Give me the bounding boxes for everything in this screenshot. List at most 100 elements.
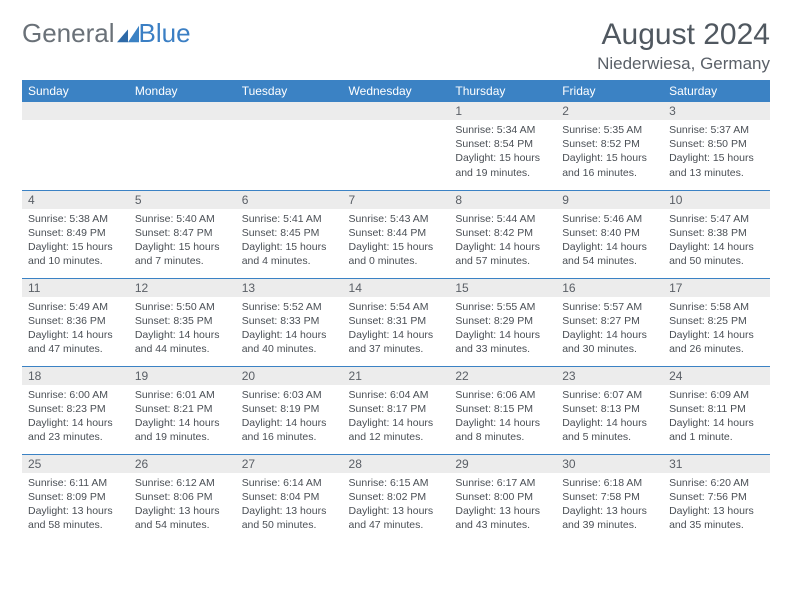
- sunset-text: Sunset: 8:40 PM: [562, 226, 657, 240]
- sunset-text: Sunset: 8:21 PM: [135, 402, 230, 416]
- calendar-day-cell: 25Sunrise: 6:11 AMSunset: 8:09 PMDayligh…: [22, 454, 129, 542]
- calendar-week-row: 4Sunrise: 5:38 AMSunset: 8:49 PMDaylight…: [22, 190, 770, 278]
- day-number: 1: [449, 102, 556, 120]
- sunset-text: Sunset: 8:27 PM: [562, 314, 657, 328]
- sunset-text: Sunset: 8:23 PM: [28, 402, 123, 416]
- sunrise-text: Sunrise: 6:03 AM: [242, 388, 337, 402]
- sunset-text: Sunset: 8:09 PM: [28, 490, 123, 504]
- calendar-week-row: 1Sunrise: 5:34 AMSunset: 8:54 PMDaylight…: [22, 102, 770, 190]
- day-details: Sunrise: 5:44 AMSunset: 8:42 PMDaylight:…: [449, 209, 556, 273]
- daylight-text: and 19 minutes.: [455, 166, 550, 180]
- sunset-text: Sunset: 8:19 PM: [242, 402, 337, 416]
- daylight-text: and 19 minutes.: [135, 430, 230, 444]
- day-details: Sunrise: 5:38 AMSunset: 8:49 PMDaylight:…: [22, 209, 129, 273]
- daylight-text: Daylight: 14 hours: [669, 240, 764, 254]
- calendar-day-cell: 16Sunrise: 5:57 AMSunset: 8:27 PMDayligh…: [556, 278, 663, 366]
- sunset-text: Sunset: 8:02 PM: [349, 490, 444, 504]
- day-details: Sunrise: 6:18 AMSunset: 7:58 PMDaylight:…: [556, 473, 663, 537]
- calendar-day-cell: 4Sunrise: 5:38 AMSunset: 8:49 PMDaylight…: [22, 190, 129, 278]
- sunset-text: Sunset: 7:56 PM: [669, 490, 764, 504]
- day-number: 11: [22, 279, 129, 297]
- sunrise-text: Sunrise: 5:40 AM: [135, 212, 230, 226]
- daylight-text: Daylight: 13 hours: [28, 504, 123, 518]
- location-label: Niederwiesa, Germany: [597, 54, 770, 74]
- sunrise-text: Sunrise: 5:52 AM: [242, 300, 337, 314]
- calendar-day-cell: 20Sunrise: 6:03 AMSunset: 8:19 PMDayligh…: [236, 366, 343, 454]
- day-details: Sunrise: 6:00 AMSunset: 8:23 PMDaylight:…: [22, 385, 129, 449]
- day-number: 30: [556, 455, 663, 473]
- day-details: Sunrise: 6:12 AMSunset: 8:06 PMDaylight:…: [129, 473, 236, 537]
- daylight-text: Daylight: 14 hours: [349, 416, 444, 430]
- month-title: August 2024: [597, 18, 770, 52]
- day-number: 26: [129, 455, 236, 473]
- day-details: Sunrise: 6:03 AMSunset: 8:19 PMDaylight:…: [236, 385, 343, 449]
- sunrise-text: Sunrise: 6:18 AM: [562, 476, 657, 490]
- sunrise-text: Sunrise: 6:01 AM: [135, 388, 230, 402]
- daylight-text: and 47 minutes.: [28, 342, 123, 356]
- daylight-text: Daylight: 14 hours: [562, 416, 657, 430]
- sunset-text: Sunset: 8:42 PM: [455, 226, 550, 240]
- day-number: [22, 102, 129, 120]
- day-details: Sunrise: 6:17 AMSunset: 8:00 PMDaylight:…: [449, 473, 556, 537]
- day-details: Sunrise: 5:35 AMSunset: 8:52 PMDaylight:…: [556, 120, 663, 184]
- calendar-week-row: 11Sunrise: 5:49 AMSunset: 8:36 PMDayligh…: [22, 278, 770, 366]
- calendar-day-cell: 8Sunrise: 5:44 AMSunset: 8:42 PMDaylight…: [449, 190, 556, 278]
- day-number: 28: [343, 455, 450, 473]
- day-number: 5: [129, 191, 236, 209]
- day-number: 18: [22, 367, 129, 385]
- sunset-text: Sunset: 8:33 PM: [242, 314, 337, 328]
- daylight-text: and 1 minute.: [669, 430, 764, 444]
- day-details: Sunrise: 6:01 AMSunset: 8:21 PMDaylight:…: [129, 385, 236, 449]
- sunset-text: Sunset: 8:13 PM: [562, 402, 657, 416]
- sunset-text: Sunset: 8:11 PM: [669, 402, 764, 416]
- daylight-text: Daylight: 15 hours: [242, 240, 337, 254]
- day-details: Sunrise: 5:41 AMSunset: 8:45 PMDaylight:…: [236, 209, 343, 273]
- daylight-text: Daylight: 14 hours: [135, 416, 230, 430]
- daylight-text: Daylight: 14 hours: [455, 416, 550, 430]
- day-number: 3: [663, 102, 770, 120]
- sunrise-text: Sunrise: 5:43 AM: [349, 212, 444, 226]
- daylight-text: and 16 minutes.: [562, 166, 657, 180]
- daylight-text: Daylight: 14 hours: [562, 328, 657, 342]
- sunrise-text: Sunrise: 5:58 AM: [669, 300, 764, 314]
- sunset-text: Sunset: 8:00 PM: [455, 490, 550, 504]
- daylight-text: Daylight: 15 hours: [349, 240, 444, 254]
- sunrise-text: Sunrise: 5:38 AM: [28, 212, 123, 226]
- day-number: 19: [129, 367, 236, 385]
- sunrise-text: Sunrise: 6:06 AM: [455, 388, 550, 402]
- calendar-day-cell: 26Sunrise: 6:12 AMSunset: 8:06 PMDayligh…: [129, 454, 236, 542]
- daylight-text: and 54 minutes.: [562, 254, 657, 268]
- calendar-day-cell: [129, 102, 236, 190]
- calendar-day-cell: 2Sunrise: 5:35 AMSunset: 8:52 PMDaylight…: [556, 102, 663, 190]
- daylight-text: Daylight: 14 hours: [28, 416, 123, 430]
- daylight-text: and 39 minutes.: [562, 518, 657, 532]
- day-details: Sunrise: 5:57 AMSunset: 8:27 PMDaylight:…: [556, 297, 663, 361]
- daylight-text: and 50 minutes.: [242, 518, 337, 532]
- sunrise-text: Sunrise: 6:15 AM: [349, 476, 444, 490]
- daylight-text: Daylight: 14 hours: [135, 328, 230, 342]
- calendar-day-cell: 19Sunrise: 6:01 AMSunset: 8:21 PMDayligh…: [129, 366, 236, 454]
- day-number: 8: [449, 191, 556, 209]
- daylight-text: and 13 minutes.: [669, 166, 764, 180]
- sunset-text: Sunset: 8:54 PM: [455, 137, 550, 151]
- weekday-header: Saturday: [663, 80, 770, 102]
- daylight-text: and 50 minutes.: [669, 254, 764, 268]
- sunset-text: Sunset: 8:35 PM: [135, 314, 230, 328]
- sunrise-text: Sunrise: 5:49 AM: [28, 300, 123, 314]
- sunset-text: Sunset: 8:45 PM: [242, 226, 337, 240]
- sunset-text: Sunset: 8:47 PM: [135, 226, 230, 240]
- sunrise-text: Sunrise: 6:07 AM: [562, 388, 657, 402]
- sunset-text: Sunset: 8:29 PM: [455, 314, 550, 328]
- daylight-text: Daylight: 14 hours: [28, 328, 123, 342]
- sunset-text: Sunset: 8:31 PM: [349, 314, 444, 328]
- sunrise-text: Sunrise: 6:20 AM: [669, 476, 764, 490]
- calendar-day-cell: 6Sunrise: 5:41 AMSunset: 8:45 PMDaylight…: [236, 190, 343, 278]
- day-number: [129, 102, 236, 120]
- daylight-text: Daylight: 14 hours: [455, 240, 550, 254]
- sunrise-text: Sunrise: 5:37 AM: [669, 123, 764, 137]
- day-details: Sunrise: 6:11 AMSunset: 8:09 PMDaylight:…: [22, 473, 129, 537]
- day-number: 20: [236, 367, 343, 385]
- day-number: 10: [663, 191, 770, 209]
- day-number: 15: [449, 279, 556, 297]
- calendar-day-cell: [22, 102, 129, 190]
